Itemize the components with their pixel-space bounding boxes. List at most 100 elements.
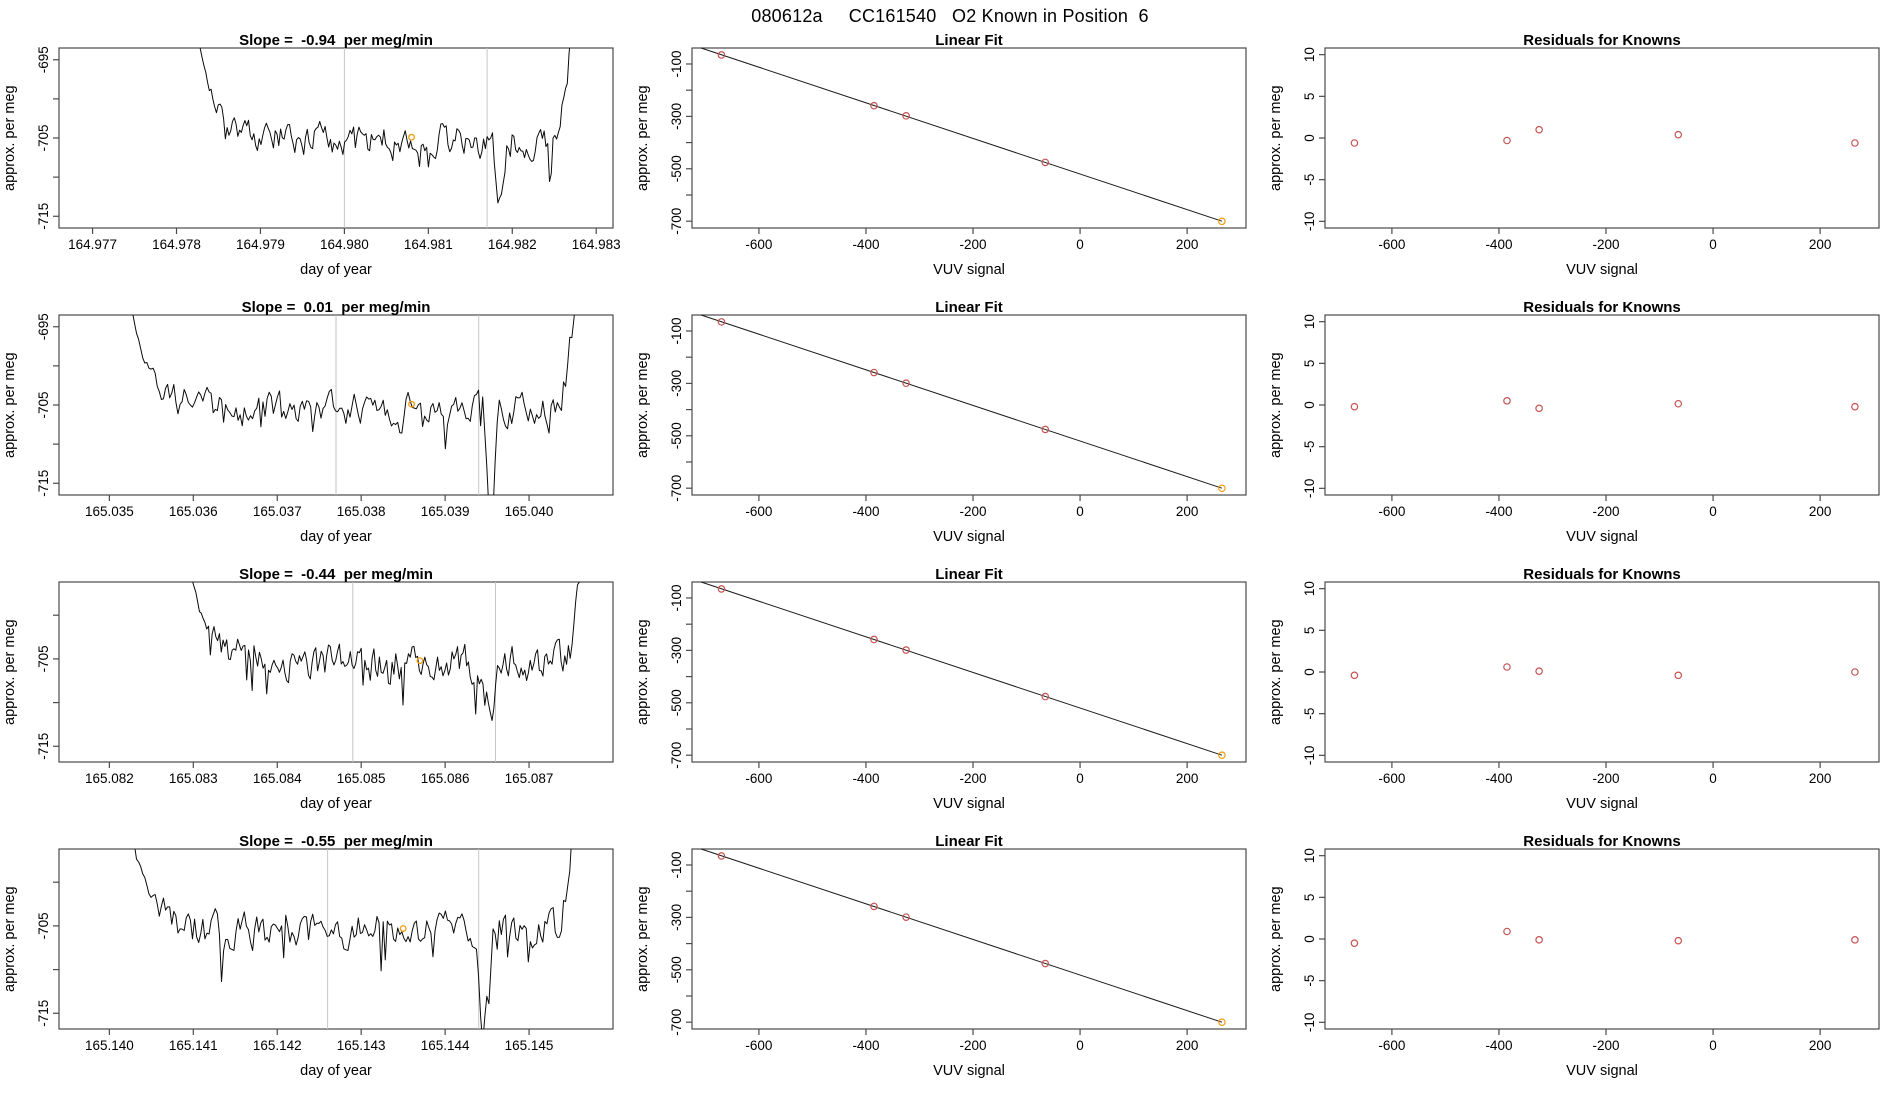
residual-point	[1350, 671, 1359, 680]
x-tick-label: -600	[1378, 771, 1405, 786]
plot-frame	[1324, 581, 1880, 763]
residual-point	[1851, 936, 1859, 944]
x-tick-label: -400	[1485, 1038, 1512, 1053]
y-tick-label: -300	[669, 370, 684, 397]
x-tick-label: 200	[1176, 237, 1199, 252]
slope-title: Slope = -0.94 per meg/min	[239, 32, 433, 49]
x-axis-label: VUV signal	[1566, 1063, 1638, 1079]
signal-trace	[134, 849, 572, 1029]
known-point	[870, 101, 878, 110]
x-tick-label: -400	[852, 237, 879, 252]
x-tick-label: 165.082	[85, 771, 134, 786]
x-tick-label: -600	[745, 504, 772, 519]
x-tick-label: 0	[1076, 237, 1084, 252]
y-tick-label: -500	[669, 689, 684, 716]
residual-point	[1350, 139, 1359, 147]
residual-point	[1674, 936, 1683, 945]
y-tick-label: -5	[1302, 174, 1317, 186]
y-tick-label: 10	[1302, 314, 1317, 329]
panel-row2-timeseries: 165.035 165.036 165.037 165.038 165.039 165.0…	[0, 299, 633, 566]
plot-frame	[691, 47, 1247, 229]
known-point	[902, 913, 910, 921]
x-axis-label: VUV signal	[1566, 262, 1638, 278]
y-axis-label: approx. per meg	[635, 619, 651, 725]
residuals-plot: -600 -400 -200 0 200 -10 -5 0 5 10	[1302, 47, 1880, 252]
y-tick-label: -715	[36, 1000, 51, 1027]
x-tick-label: 0	[1709, 237, 1717, 252]
plot-frame	[691, 314, 1247, 496]
known-point	[870, 368, 878, 377]
x-axis-label: VUV signal	[933, 796, 1005, 812]
y-tick-label: 0	[1302, 935, 1317, 943]
residual-point	[1503, 136, 1511, 145]
x-tick-label: 164.980	[320, 237, 369, 252]
panel-row1-linear-fit: -600 -400 -200 0 200 -100 -300 -500 -700 Linear …	[633, 32, 1266, 299]
x-tick-label: 165.145	[505, 1038, 554, 1053]
panel-row3-residuals: -600 -400 -200 0 200 -10 -5 0 5 10 Residuals for …	[1266, 566, 1899, 833]
x-tick-label: -400	[1485, 504, 1512, 519]
signal-trace	[132, 315, 575, 495]
x-tick-label: 164.983	[572, 237, 621, 252]
x-axis-label: day of year	[300, 529, 372, 545]
residual-point	[1851, 402, 1859, 411]
y-axis-label: approx. per meg	[1268, 352, 1284, 458]
fit-line	[700, 47, 1223, 222]
y-tick-label: -5	[1302, 708, 1317, 720]
y-tick-label: 10	[1302, 848, 1317, 863]
y-axis-label: approx. per meg	[2, 85, 18, 191]
x-tick-label: 200	[1809, 237, 1832, 252]
x-axis-label: day of year	[300, 262, 372, 278]
x-tick-label: -400	[852, 771, 879, 786]
y-tick-label: -10	[1302, 1013, 1317, 1033]
y-tick-label: -10	[1302, 479, 1317, 499]
y-tick-label: -700	[669, 208, 684, 235]
fit-line	[700, 314, 1223, 489]
residual-point	[1350, 939, 1359, 947]
x-tick-label: -600	[745, 1038, 772, 1053]
residual-point	[1535, 125, 1543, 134]
panel-row4-timeseries: 165.140 165.141 165.142 165.143 165.144 165.1…	[0, 833, 633, 1100]
y-tick-label: -705	[36, 391, 51, 418]
x-tick-label: -600	[1378, 237, 1405, 252]
panel-row1-timeseries: 164.977 164.978 164.979 164.980 164.981 164.9…	[0, 32, 633, 299]
x-axis-label: VUV signal	[933, 262, 1005, 278]
x-tick-label: 164.977	[68, 237, 117, 252]
known-point-orange	[1218, 484, 1226, 493]
y-axis-label: approx. per meg	[1268, 619, 1284, 725]
known-point	[717, 585, 726, 593]
y-tick-label: 10	[1302, 47, 1317, 62]
timeseries-plot: 165.035 165.036 165.037 165.038 165.039 165.0…	[36, 313, 614, 519]
y-tick-label: -500	[669, 155, 684, 182]
residual-point	[1851, 139, 1859, 147]
x-tick-label: 0	[1076, 504, 1084, 519]
x-tick-label: 200	[1809, 771, 1832, 786]
x-tick-label: 200	[1176, 504, 1199, 519]
y-tick-label: -5	[1302, 975, 1317, 987]
y-tick-label: -715	[36, 203, 51, 230]
x-tick-label: -600	[745, 771, 772, 786]
window-mean-marker	[408, 133, 415, 141]
y-tick-label: -700	[669, 742, 684, 769]
residuals-title: Residuals for Knowns	[1523, 566, 1681, 583]
x-tick-label: -200	[959, 504, 986, 519]
plot-frame	[58, 47, 614, 229]
residuals-plot: -600 -400 -200 0 200 -10 -5 0 5 10	[1302, 581, 1880, 786]
y-tick-label: 0	[1302, 134, 1317, 142]
residual-point	[1674, 130, 1683, 139]
x-tick-label: 165.037	[253, 504, 302, 519]
timeseries-plot: 165.140 165.141 165.142 165.143 165.144 165.1…	[36, 848, 614, 1053]
x-tick-label: -200	[959, 1038, 986, 1053]
linear-fit-plot: -600 -400 -200 0 200 -100 -300 -500 -700	[669, 314, 1247, 519]
residual-point	[1674, 399, 1683, 408]
x-tick-label: 200	[1809, 1038, 1832, 1053]
y-tick-label: -695	[36, 313, 51, 340]
y-tick-label: 5	[1302, 894, 1317, 902]
x-tick-label: 200	[1176, 771, 1199, 786]
known-point	[1041, 692, 1050, 701]
residuals-title: Residuals for Knowns	[1523, 32, 1681, 49]
x-tick-label: 0	[1709, 1038, 1717, 1053]
known-point-orange	[1218, 217, 1226, 226]
residual-point	[1674, 671, 1683, 680]
y-axis-label: approx. per meg	[1268, 886, 1284, 992]
known-point	[717, 318, 726, 326]
